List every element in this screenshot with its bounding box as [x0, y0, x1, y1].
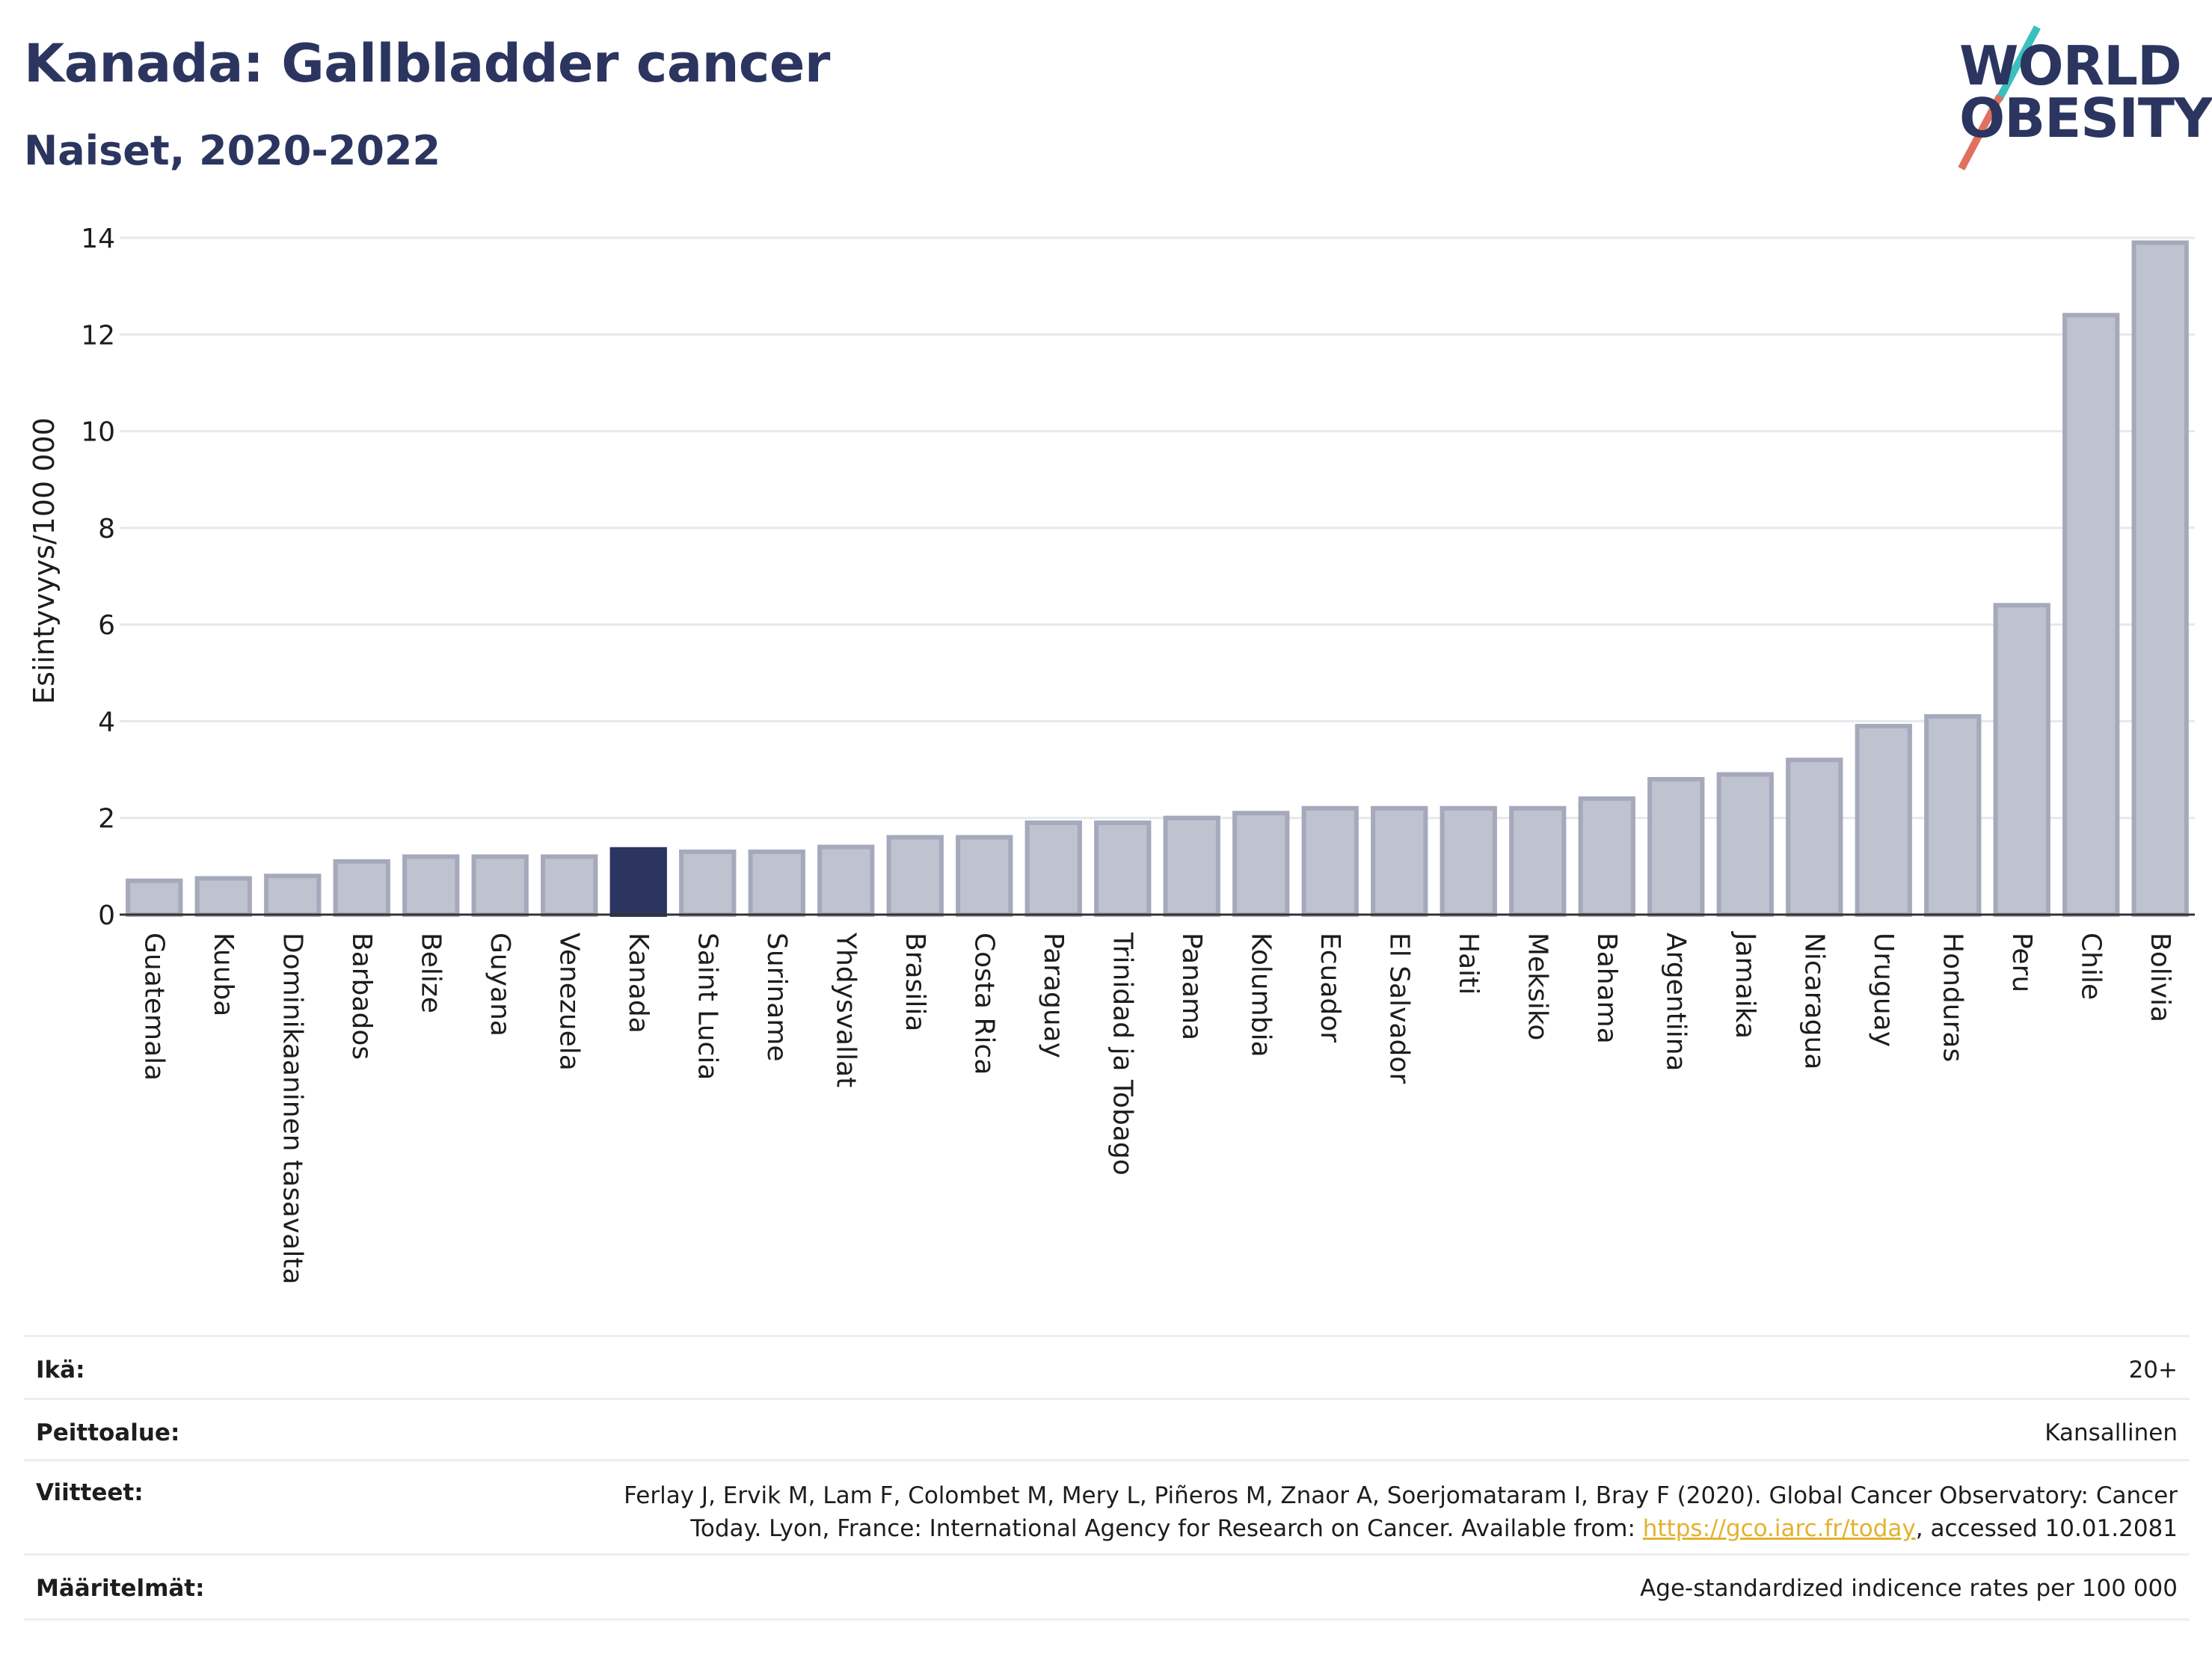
- references-value: Ferlay J, Ervik M, Lam F, Colombet M, Me…: [624, 1479, 2178, 1545]
- bar-el-salvador: [1371, 805, 1428, 918]
- age-label: Ikä:: [36, 1357, 85, 1384]
- age-value: 20+: [2128, 1357, 2178, 1384]
- x-tick-label: Peru: [2006, 933, 2037, 992]
- x-tick-label: Suriname: [761, 933, 792, 1062]
- footer-row-definitions: Määritelmät: Age-standardized indicence …: [24, 1553, 2190, 1621]
- x-tick-label: Kuuba: [208, 933, 239, 1016]
- bar-meksiko: [1509, 805, 1567, 918]
- x-tick-label: Paraguay: [1038, 933, 1069, 1058]
- y-tick-label: 6: [98, 610, 115, 641]
- x-tick-label: Kanada: [623, 933, 654, 1034]
- definitions-label: Määritelmät:: [36, 1575, 205, 1602]
- y-tick-label: 4: [98, 707, 115, 737]
- bar-bolivia: [2131, 240, 2189, 917]
- y-tick-label: 12: [81, 320, 115, 351]
- footer-row-references: Viitteet: Ferlay J, Ervik M, Lam F, Colo…: [24, 1459, 2190, 1556]
- bar-bahama: [1578, 796, 1635, 918]
- bar-argentiina: [1647, 777, 1705, 917]
- world-obesity-logo: WORLD OBESITY: [1944, 22, 2212, 171]
- bar-chile: [2062, 313, 2120, 917]
- y-tick-label: 2: [98, 804, 115, 835]
- x-tick-label: Guyana: [485, 933, 515, 1037]
- x-tick-label: Dominikaaninen tasavalta: [277, 933, 307, 1285]
- bar-peru: [1993, 603, 2050, 917]
- bar-honduras: [1924, 713, 1982, 917]
- bar-panama: [1163, 815, 1220, 917]
- bar-saint-lucia: [679, 849, 737, 917]
- bar-haiti: [1440, 805, 1497, 918]
- chart-subtitle: Naiset, 2020-2022: [24, 127, 441, 174]
- x-tick-label: Brasilia: [900, 933, 930, 1031]
- footer-row-coverage: Peittoalue: Kansallinen: [24, 1398, 2190, 1461]
- x-tick-label: Kolumbia: [1245, 933, 1276, 1057]
- bar-ecuador: [1301, 805, 1359, 918]
- bar-nicaragua: [1786, 758, 1843, 918]
- bar-jamaika: [1716, 772, 1774, 918]
- bar-dominikaaninen-tasavalta: [264, 873, 322, 918]
- bar-suriname: [748, 849, 805, 917]
- bar-uruguay: [1855, 723, 1912, 918]
- bar-kolumbia: [1232, 811, 1290, 917]
- bar-belize: [402, 854, 460, 918]
- bar-paraguay: [1024, 820, 1082, 918]
- references-link[interactable]: https://gco.iarc.fr/today: [1642, 1515, 1916, 1542]
- logo-text-line2: OBESITY: [1959, 87, 2212, 150]
- x-tick-label: Bahama: [1591, 933, 1622, 1044]
- y-tick-label: 0: [98, 900, 115, 931]
- x-tick-label: Saint Lucia: [692, 933, 722, 1080]
- x-tick-label: Argentiina: [1660, 933, 1691, 1072]
- x-tick-label: Uruguay: [1868, 933, 1899, 1047]
- x-tick-label: Costa Rica: [968, 933, 999, 1075]
- x-tick-label: Chile: [2075, 933, 2106, 1000]
- bar-brasilia: [886, 835, 944, 917]
- x-tick-label: Nicaragua: [1798, 933, 1829, 1069]
- bar-guatemala: [126, 878, 183, 917]
- bar-barbados: [333, 859, 390, 917]
- x-tick-label: Haiti: [1453, 933, 1484, 995]
- bar-venezuela: [541, 854, 598, 918]
- bar-kuuba: [194, 876, 252, 917]
- x-tick-label: Bolivia: [2145, 933, 2175, 1022]
- bar-costa-rica: [956, 835, 1013, 917]
- definitions-value: Age-standardized indicence rates per 100…: [1640, 1575, 2178, 1602]
- x-tick-label: Trinidad ja Tobago: [1107, 932, 1137, 1176]
- x-tick-label: Honduras: [1937, 933, 1967, 1062]
- bar-guyana: [471, 854, 529, 918]
- y-axis-label: Esiintyvyys/100 000: [28, 417, 61, 704]
- y-tick-label: 14: [81, 224, 115, 254]
- x-tick-label: Venezuela: [553, 933, 584, 1071]
- x-tick-label: Meksiko: [1522, 933, 1552, 1040]
- logo-text-line1: WORLD: [1959, 34, 2182, 97]
- x-tick-label: Ecuador: [1315, 933, 1345, 1043]
- references-line2-pre: Today. Lyon, France: International Agenc…: [690, 1515, 1643, 1542]
- references-line2-post: , accessed 10.01.2081: [1915, 1515, 2178, 1542]
- coverage-value: Kansallinen: [2044, 1419, 2178, 1446]
- x-tick-label: Guatemala: [138, 933, 169, 1081]
- x-tick-label: Barbados: [346, 933, 377, 1060]
- references-label: Viitteet:: [36, 1479, 144, 1506]
- references-line1: Ferlay J, Ervik M, Lam F, Colombet M, Me…: [624, 1482, 2178, 1509]
- bar-trinidad-ja-tobago: [1094, 820, 1152, 918]
- coverage-label: Peittoalue:: [36, 1419, 180, 1446]
- bar-kanada: [609, 847, 667, 918]
- x-tick-label: El Salvador: [1383, 933, 1414, 1084]
- x-tick-label: Panama: [1176, 933, 1207, 1040]
- y-tick-label: 10: [81, 417, 115, 448]
- x-tick-label: Belize: [415, 933, 446, 1013]
- bar-chart: 0 2 4 6 8 10 12 14 Guatemala Kuuba Dominikaaninen …: [28, 224, 2195, 1285]
- x-tick-label: Jamaika: [1730, 931, 1760, 1039]
- y-tick-label: 8: [98, 514, 115, 544]
- bar-yhdysvallat: [817, 844, 875, 917]
- footer-row-age: Ikä: 20+: [24, 1335, 2190, 1400]
- x-tick-label: Yhdysvallat: [830, 932, 861, 1087]
- chart-title: Kanada: Gallbladder cancer: [24, 33, 830, 94]
